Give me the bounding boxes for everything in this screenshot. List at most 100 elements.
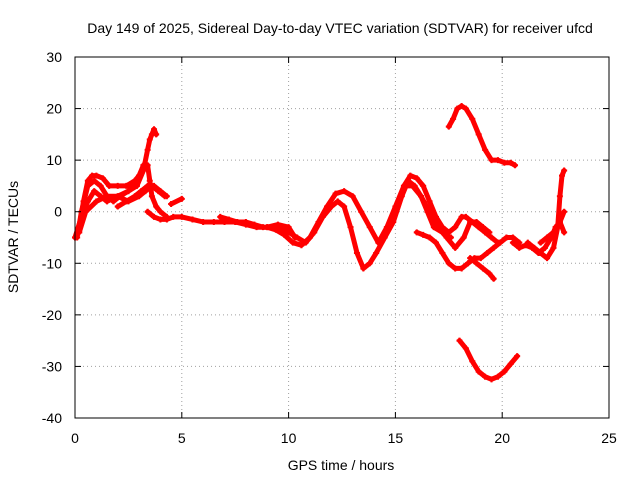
- data-point: [144, 208, 151, 215]
- data-point: [347, 224, 354, 231]
- data-point: [157, 188, 164, 195]
- data-point: [151, 213, 158, 220]
- data-point: [469, 358, 476, 365]
- data-point: [486, 229, 493, 236]
- data-point: [488, 234, 495, 241]
- data-point: [413, 175, 420, 182]
- data-point: [306, 234, 313, 241]
- y-axis-label: SDTVAR / TECUs: [5, 181, 21, 293]
- data-point: [123, 182, 130, 189]
- data-point: [349, 193, 356, 200]
- data-point: [136, 172, 143, 179]
- y-tick-label: 30: [46, 49, 62, 65]
- data-point: [445, 260, 452, 267]
- data-point: [285, 229, 292, 236]
- data-point: [324, 203, 331, 210]
- data-point: [486, 270, 493, 277]
- y-tick-label: -40: [42, 410, 62, 426]
- data-point: [144, 182, 151, 189]
- data-point: [84, 198, 91, 205]
- series-line-arc-14: [457, 338, 520, 382]
- x-tick-label: 25: [601, 430, 617, 446]
- data-point: [507, 159, 514, 166]
- data-point: [452, 224, 459, 231]
- data-point: [151, 126, 158, 133]
- data-point: [445, 229, 452, 236]
- data-point: [550, 244, 557, 251]
- data-point: [76, 229, 83, 236]
- data-point: [435, 224, 442, 231]
- x-axis-label: GPS time / hours: [288, 457, 395, 473]
- data-point: [488, 376, 495, 383]
- data-point: [146, 177, 153, 184]
- y-tick-label: 20: [46, 101, 62, 117]
- data-point: [537, 249, 544, 256]
- data-point: [473, 260, 480, 267]
- data-point: [104, 193, 111, 200]
- data-point: [114, 182, 121, 189]
- x-tick-label: 10: [281, 430, 297, 446]
- data-point: [400, 182, 407, 189]
- data-point: [561, 208, 568, 215]
- data-point: [494, 157, 501, 164]
- data-point: [420, 231, 427, 238]
- data-point: [469, 115, 476, 122]
- data-point: [488, 157, 495, 164]
- data-point: [512, 162, 519, 169]
- data-point: [178, 213, 185, 220]
- data-point: [507, 360, 514, 367]
- data-point: [178, 195, 185, 202]
- data-point: [123, 198, 130, 205]
- data-point: [91, 188, 98, 195]
- data-point: [452, 265, 459, 272]
- data-point: [138, 188, 145, 195]
- data-point: [477, 255, 484, 262]
- x-tick-label: 15: [388, 430, 404, 446]
- data-point: [544, 234, 551, 241]
- y-tick-label: 10: [46, 152, 62, 168]
- data-point: [225, 216, 232, 223]
- data-point: [445, 123, 452, 130]
- data-point: [407, 172, 414, 179]
- data-point: [458, 102, 465, 109]
- data-point: [467, 255, 474, 262]
- x-tick-label: 0: [71, 430, 79, 446]
- data-point: [157, 216, 164, 223]
- data-point: [426, 208, 433, 215]
- data-point: [114, 203, 121, 210]
- data-point: [503, 234, 510, 241]
- data-point: [497, 239, 504, 246]
- data-point: [418, 193, 425, 200]
- data-point: [170, 213, 177, 220]
- data-point: [460, 234, 467, 241]
- series-line-arc-3: [72, 162, 170, 240]
- data-point: [153, 203, 160, 210]
- x-tick-label: 20: [494, 430, 510, 446]
- data-point: [91, 177, 98, 184]
- data-point: [482, 373, 489, 380]
- data-point: [82, 208, 89, 215]
- data-point: [163, 193, 170, 200]
- data-point: [454, 105, 461, 112]
- data-point: [93, 172, 100, 179]
- data-point: [341, 203, 348, 210]
- data-point: [360, 265, 367, 272]
- plot-frame: [74, 56, 610, 419]
- data-point: [366, 224, 373, 231]
- data-point: [281, 231, 288, 238]
- y-tick-label: -30: [42, 358, 62, 374]
- data-point: [501, 159, 508, 166]
- data-point: [501, 368, 508, 375]
- data-point: [409, 182, 416, 189]
- data-point: [516, 244, 523, 251]
- data-point: [366, 260, 373, 267]
- data-point: [341, 188, 348, 195]
- data-point: [479, 265, 486, 272]
- data-point: [353, 249, 360, 256]
- y-tick-label: -20: [42, 307, 62, 323]
- data-point: [456, 337, 463, 344]
- data-point: [494, 373, 501, 380]
- data-point: [482, 146, 489, 153]
- data-point: [556, 219, 563, 226]
